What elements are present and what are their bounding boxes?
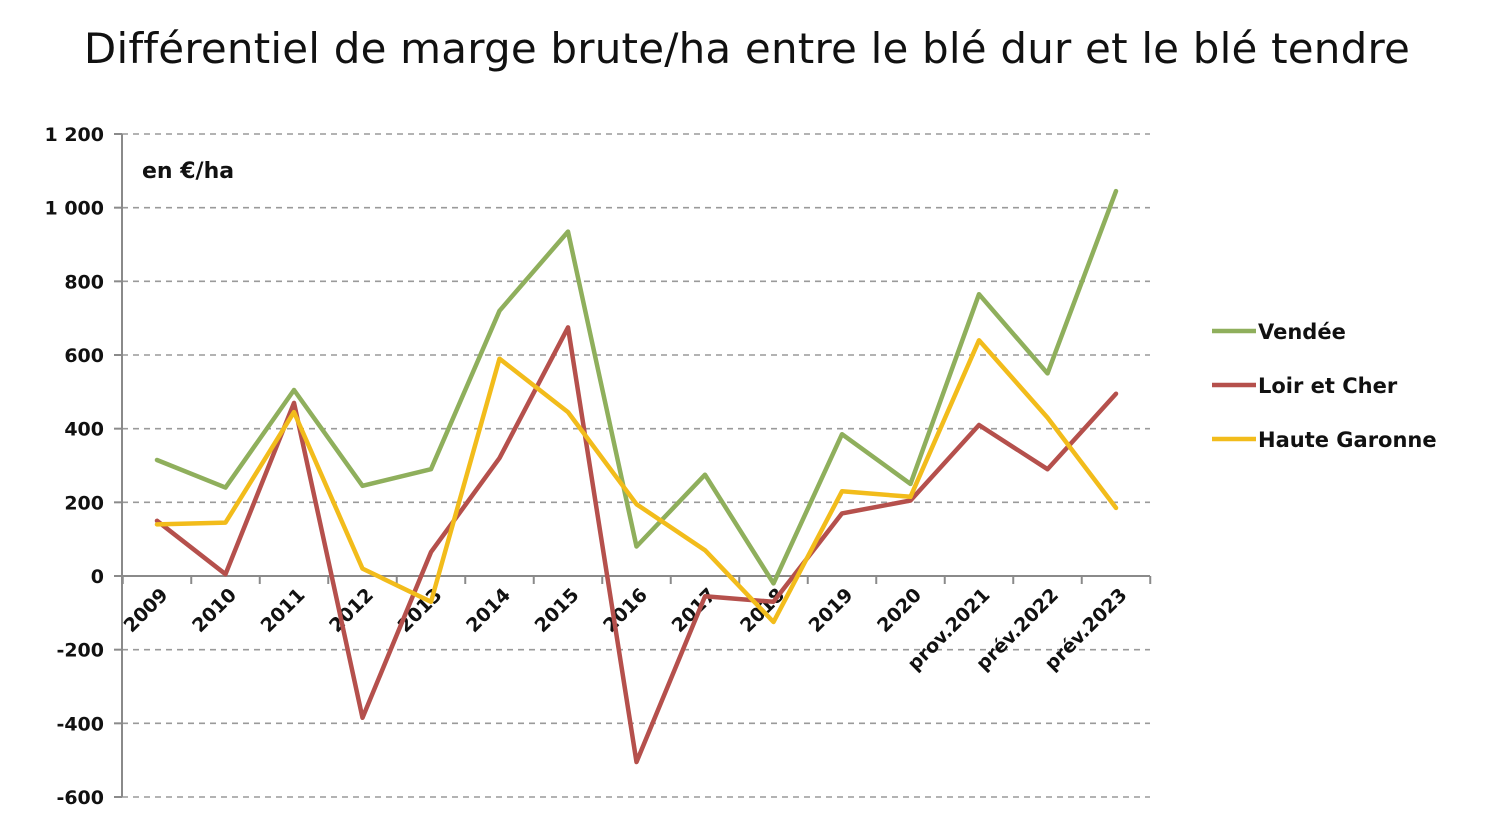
y-tick-labels: -600 -400 -200 0 200 400 600 800 1 000 1 200 xyxy=(45,124,105,809)
x-tick-label: 2015 xyxy=(531,584,584,637)
legend-label: Haute Garonne xyxy=(1258,428,1437,452)
y-tick-label: 200 xyxy=(64,492,104,514)
series-lines xyxy=(154,188,1119,765)
axes xyxy=(114,133,1152,798)
gridlines xyxy=(122,133,1150,798)
x-tick-label: 2011 xyxy=(257,584,310,637)
series-line-vendée xyxy=(154,188,1119,586)
legend-label: Loir et Cher xyxy=(1258,374,1398,398)
legend-label: Vendée xyxy=(1258,320,1346,344)
x-tick-label: 2017 xyxy=(668,584,721,637)
legend: Vendée Loir et Cher Haute Garonne xyxy=(1212,320,1437,452)
x-tick-label: 2009 xyxy=(120,584,173,637)
x-tick-label: 2016 xyxy=(599,584,652,637)
x-tick-labels: 2009 2010 2011 2012 2013 2014 2015 2016 2017 2018… xyxy=(120,584,1132,675)
x-tick-label: 2010 xyxy=(188,584,241,637)
chart-title: Différentiel de marge brute/ha entre le … xyxy=(83,24,1411,73)
x-tick-label: 2019 xyxy=(805,584,858,637)
series-line-loir-et-cher xyxy=(154,325,1119,765)
y-tick-label: 600 xyxy=(64,345,104,367)
series-line-haute-garonne xyxy=(154,338,1119,625)
y-tick-label: -400 xyxy=(56,713,104,735)
y-tick-label: -200 xyxy=(56,640,104,662)
y-tick-label: -600 xyxy=(56,787,104,809)
x-tick-label: 2014 xyxy=(462,584,515,637)
y-tick-label: 0 xyxy=(91,566,104,588)
y-tick-label: 1 000 xyxy=(45,198,105,220)
y-tick-label: 1 200 xyxy=(45,124,105,146)
x-tick-label: 2020 xyxy=(873,584,926,637)
y-tick-label: 400 xyxy=(64,419,104,441)
y-tick-label: 800 xyxy=(64,271,104,293)
unit-label: en €/ha xyxy=(142,159,234,184)
